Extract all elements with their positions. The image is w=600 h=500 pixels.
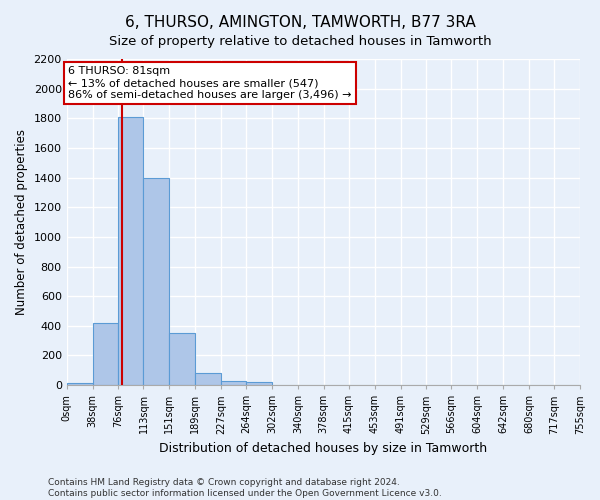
Bar	[246, 382, 272, 385]
X-axis label: Distribution of detached houses by size in Tamworth: Distribution of detached houses by size …	[159, 442, 487, 455]
Bar	[221, 380, 246, 385]
Y-axis label: Number of detached properties: Number of detached properties	[15, 129, 28, 315]
Text: 6 THURSO: 81sqm
← 13% of detached houses are smaller (547)
86% of semi-detached : 6 THURSO: 81sqm ← 13% of detached houses…	[68, 66, 352, 100]
Bar	[169, 334, 195, 385]
Text: Size of property relative to detached houses in Tamworth: Size of property relative to detached ho…	[109, 35, 491, 48]
Text: 6, THURSO, AMINGTON, TAMWORTH, B77 3RA: 6, THURSO, AMINGTON, TAMWORTH, B77 3RA	[125, 15, 475, 30]
Text: Contains HM Land Registry data © Crown copyright and database right 2024.
Contai: Contains HM Land Registry data © Crown c…	[48, 478, 442, 498]
Bar	[92, 323, 118, 385]
Bar	[195, 374, 221, 385]
Bar	[118, 117, 143, 385]
Bar	[143, 178, 169, 385]
Bar	[67, 383, 92, 385]
